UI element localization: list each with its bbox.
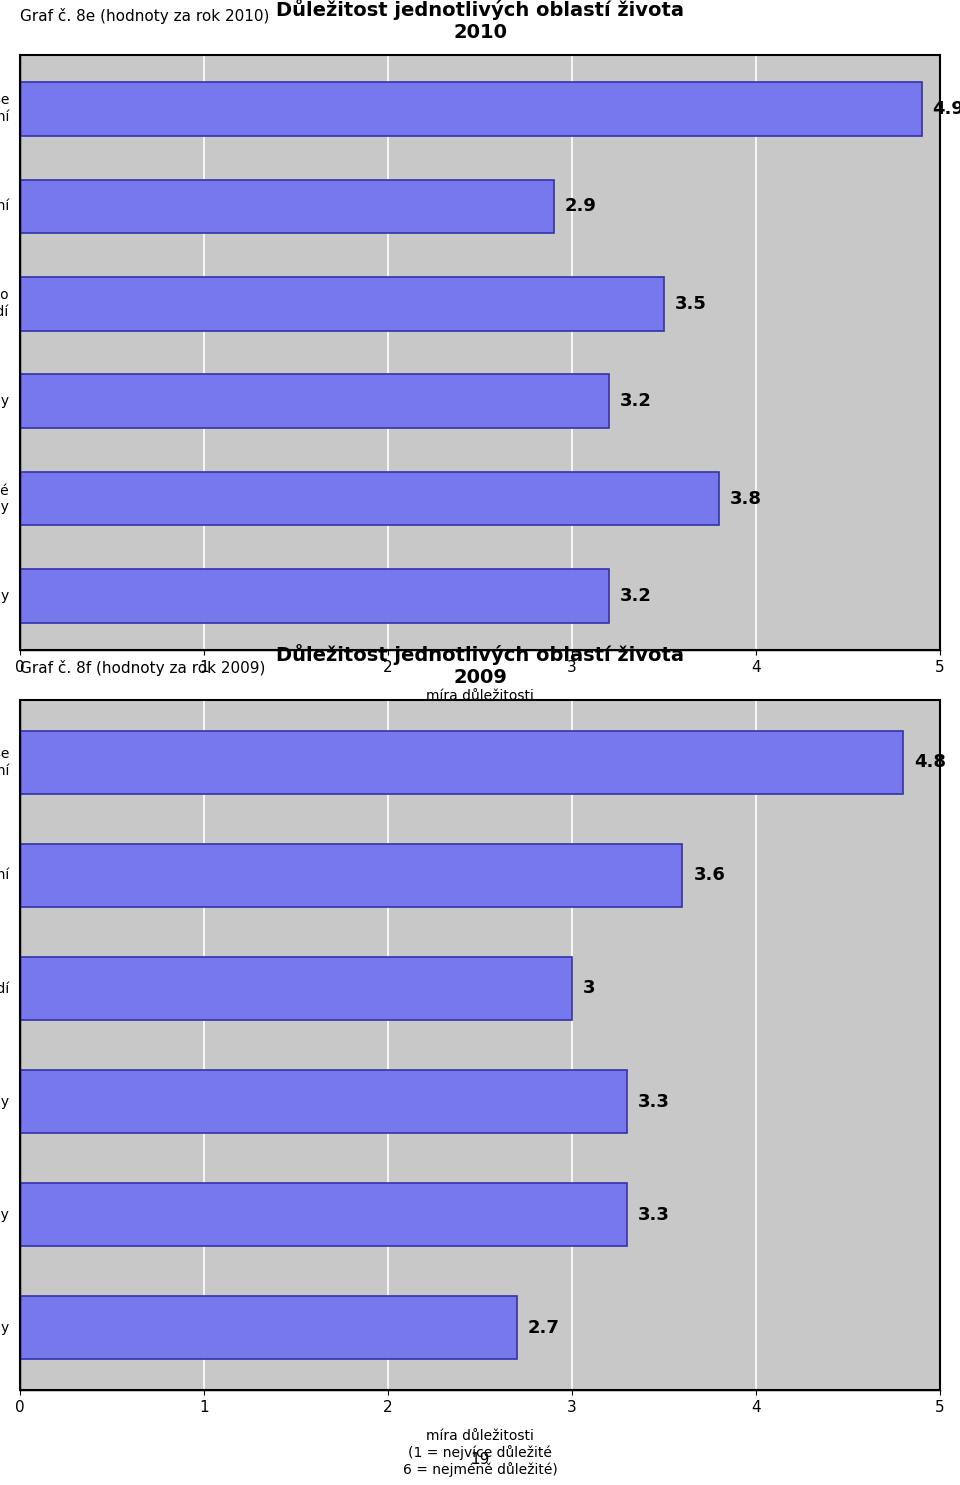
Title: Důležitost jednotlivých oblastí života
2010: Důležitost jednotlivých oblastí života 2… <box>276 0 684 43</box>
Text: 2.7: 2.7 <box>528 1319 560 1336</box>
Bar <box>20 569 609 622</box>
Text: 4.8: 4.8 <box>914 753 947 771</box>
Bar <box>20 278 664 331</box>
Bar <box>20 958 572 1020</box>
Bar <box>20 845 683 906</box>
X-axis label: míra důležitosti
(1 = nejvíce důležité
6 = nejméně důležité): míra důležitosti (1 = nejvíce důležité 6… <box>402 689 558 737</box>
Text: 3.3: 3.3 <box>638 1206 670 1224</box>
X-axis label: míra důležitosti
(1 = nejvíce důležité
6 = nejméně důležité): míra důležitosti (1 = nejvíce důležité 6… <box>402 1429 558 1478</box>
Text: Graf č. 8e (hodnoty za rok 2010): Graf č. 8e (hodnoty za rok 2010) <box>20 7 270 24</box>
Bar <box>20 732 903 793</box>
Text: 3.5: 3.5 <box>675 294 707 313</box>
Bar <box>20 1296 516 1359</box>
Text: 3.2: 3.2 <box>620 587 652 606</box>
Text: 3.8: 3.8 <box>731 490 762 508</box>
Text: 3: 3 <box>583 980 595 998</box>
Title: Důležitost jednotlivých oblastí života
2009: Důležitost jednotlivých oblastí života 2… <box>276 644 684 688</box>
Bar <box>20 180 554 233</box>
Text: 4.9: 4.9 <box>933 99 960 117</box>
Bar <box>20 82 922 135</box>
Bar <box>20 374 609 428</box>
Text: 2.9: 2.9 <box>564 198 596 215</box>
Text: 3.3: 3.3 <box>638 1093 670 1111</box>
Text: 3.6: 3.6 <box>693 866 726 885</box>
Text: Graf č. 8f (hodnoty za rok 2009): Graf č. 8f (hodnoty za rok 2009) <box>20 659 265 676</box>
Text: 3.2: 3.2 <box>620 392 652 410</box>
Bar <box>20 1184 627 1246</box>
Bar <box>20 1071 627 1133</box>
Bar <box>20 472 719 526</box>
Text: 19: 19 <box>470 1452 490 1467</box>
